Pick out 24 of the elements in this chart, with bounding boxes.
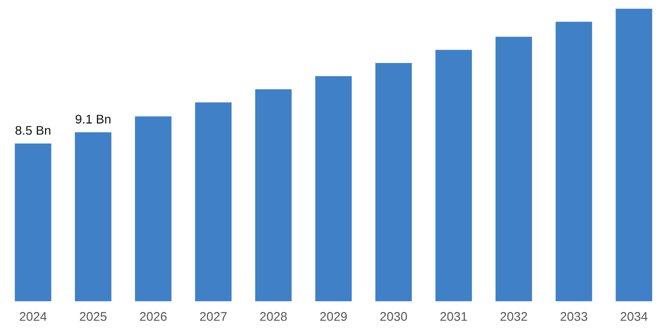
x-tick-label: 2034 [620,312,648,321]
x-tick-label: 2026 [140,312,167,321]
bar [554,20,594,302]
bar [134,114,173,302]
x-tick-label: 2025 [80,312,107,321]
x-tick-label: 2027 [200,312,227,321]
x-tick-label: 2024 [20,312,47,321]
x-tick-label: 2032 [500,312,528,321]
data-label: 8.5 Bn [16,126,50,135]
bar [194,100,233,302]
x-tick-label: 2031 [440,312,467,321]
x-tick-label: 2029 [320,312,347,321]
bar [614,8,654,302]
bar [434,48,474,302]
bar [74,130,113,302]
bar [13,142,53,302]
bar [374,62,414,302]
bar [314,74,354,302]
data-label: 9.1 Bn [76,114,110,124]
x-tick-label: 2028 [260,312,287,321]
x-tick-label: 2030 [380,312,408,321]
bar [254,88,294,302]
x-tick-label: 2033 [560,312,588,321]
bar [494,35,534,302]
